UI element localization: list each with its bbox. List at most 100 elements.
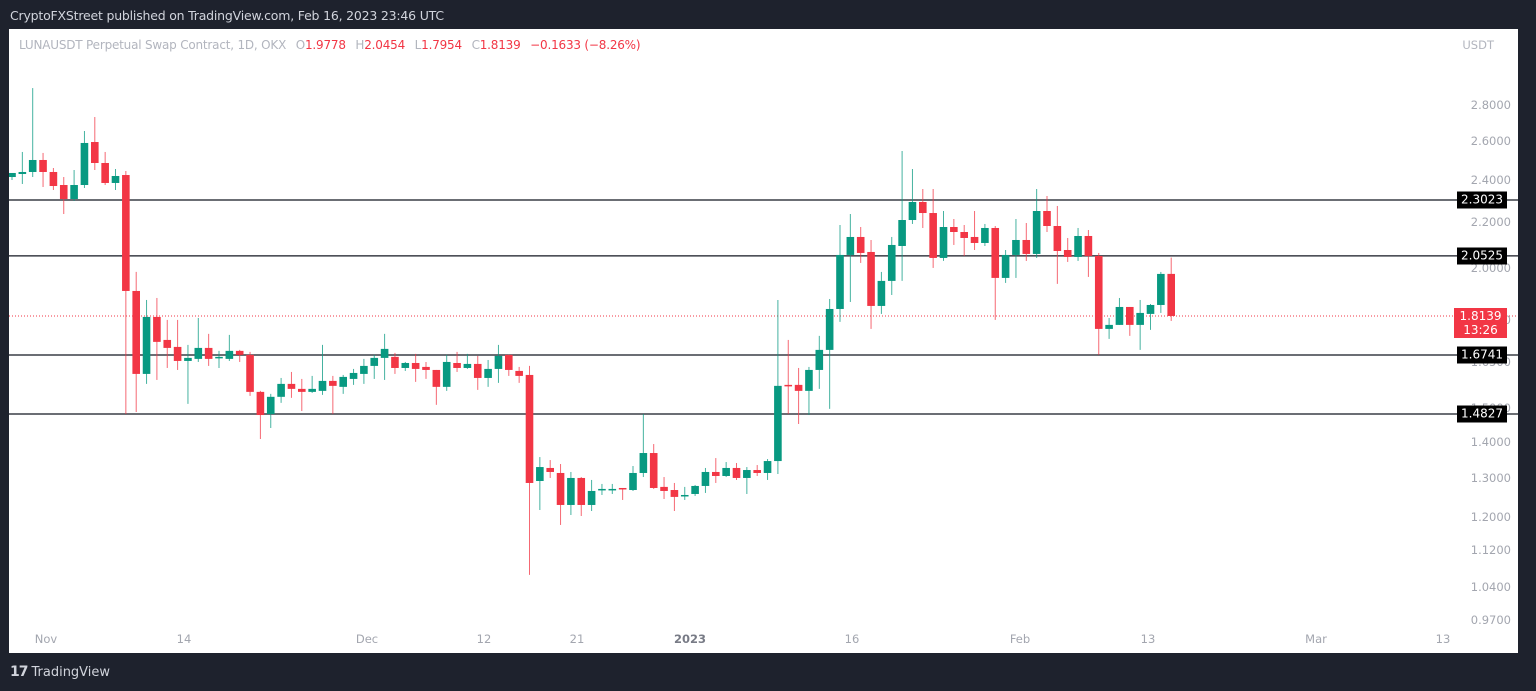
level-price-tag: 1.4827 [1457, 405, 1507, 423]
candle [132, 271, 140, 413]
candle [701, 467, 710, 493]
candle [494, 344, 503, 383]
time-tick-label: Dec [355, 632, 379, 646]
candle [887, 236, 896, 295]
candle [1012, 219, 1020, 278]
price-tick-label: 2.4000 [1470, 172, 1511, 187]
candle [629, 466, 637, 491]
candle [1001, 249, 1010, 283]
candle [680, 486, 689, 500]
candle [9, 172, 16, 180]
candle [836, 224, 844, 322]
candle [204, 333, 213, 366]
candle [1053, 205, 1062, 284]
candle [318, 344, 327, 395]
candle [805, 366, 813, 416]
candle [691, 484, 699, 496]
candle [1126, 306, 1134, 336]
candle [950, 219, 958, 245]
symbol-title: LUNAUSDT Perpetual Swap Contract, 1D, OK… [19, 38, 287, 52]
candle [898, 150, 906, 281]
candle [184, 344, 192, 404]
price-tick-label: 2.2000 [1470, 215, 1511, 230]
candle [473, 355, 482, 390]
time-tick-label: 16 [844, 632, 860, 646]
price-tick-label: 1.0400 [1470, 579, 1511, 594]
candle [91, 117, 99, 170]
time-tick-label: 21 [569, 632, 585, 646]
low-label: L [414, 38, 422, 52]
candle [587, 479, 596, 512]
candle [380, 333, 389, 380]
candle [142, 299, 151, 384]
candle [505, 354, 513, 376]
candle [774, 299, 782, 475]
candle [867, 239, 875, 329]
candle [639, 414, 648, 478]
candle [308, 375, 316, 393]
candle [194, 317, 203, 362]
candle [1063, 237, 1072, 262]
candle [235, 349, 244, 362]
candle [1084, 229, 1093, 277]
chart-panel[interactable]: LUNAUSDT Perpetual Swap Contract, 1D, OK… [9, 29, 1518, 653]
price-tick-label: 0.9700 [1470, 613, 1511, 628]
candle [360, 358, 368, 384]
candle [784, 339, 793, 415]
candle [598, 483, 606, 495]
candle [401, 361, 410, 371]
tradingview-logo-icon: 17 [10, 664, 29, 680]
candle [163, 319, 172, 368]
time-tick-label: 2023 [673, 632, 707, 646]
close-value: 1.8139 [479, 38, 521, 52]
candle [59, 177, 68, 215]
time-tick-label: 13 [1435, 632, 1451, 646]
candle [753, 465, 761, 476]
candle [794, 367, 803, 424]
candle [28, 88, 37, 178]
candle [329, 375, 337, 415]
change-value: −0.1633 (−8.26%) [530, 38, 641, 52]
candle [70, 169, 78, 201]
candle [173, 319, 182, 370]
footer-brand[interactable]: 17 TradingView [10, 664, 110, 680]
candle [484, 359, 492, 387]
candle [546, 460, 554, 478]
price-tick-label: 1.3000 [1470, 470, 1511, 485]
candle [453, 351, 461, 372]
bar-countdown: 13:26 [1463, 322, 1498, 337]
candle [370, 354, 379, 379]
candle [287, 371, 296, 398]
time-tick-label: Mar [1305, 632, 1327, 646]
current-price-tag: 1.8139 13:26 [1454, 307, 1507, 338]
candle [732, 463, 741, 480]
candle [49, 167, 58, 190]
candle [1094, 252, 1103, 355]
candle [649, 444, 658, 489]
candle [1043, 195, 1051, 233]
candle [225, 334, 234, 361]
candle [556, 464, 565, 525]
candle [536, 457, 544, 511]
candle [908, 169, 917, 224]
candle [256, 390, 265, 440]
candle [1032, 188, 1041, 258]
candle [618, 487, 627, 500]
candle [981, 223, 989, 246]
time-tick-label: Feb [1009, 632, 1031, 646]
time-tick-label: 14 [176, 632, 192, 646]
candle [463, 353, 472, 369]
open-label: O [295, 38, 305, 52]
candle [660, 477, 668, 499]
candle [856, 226, 865, 263]
candle [432, 369, 441, 405]
candle [712, 458, 720, 483]
candle [298, 378, 306, 412]
brand-name: TradingView [31, 664, 111, 680]
candle [422, 361, 430, 379]
candle [722, 462, 730, 478]
candle [577, 477, 586, 517]
candle [525, 365, 534, 575]
candlestick-plot[interactable] [9, 29, 1518, 653]
candle [763, 459, 772, 480]
